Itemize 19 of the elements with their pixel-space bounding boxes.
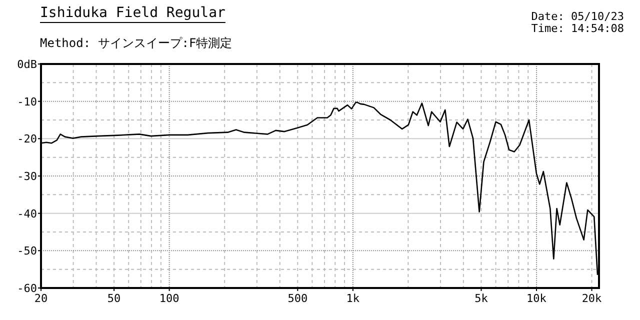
text: Method: サインスイープ:F特測定 [40,36,232,50]
y-tick-label: -20 [17,132,37,146]
x-tick-label: 50 [107,292,121,305]
y-tick-label: -10 [17,95,37,108]
y-tick-label: -50 [17,244,37,258]
x-tick-label: 1k [346,292,360,305]
text: Date: 05/10/23 [531,10,624,23]
x-tick-label: 500 [288,292,308,305]
x-tick-label: 10k [526,292,547,305]
y-tick-label: -60 [17,282,37,295]
x-tick-label: 5k [474,292,488,305]
y-tick-label: -30 [17,170,37,183]
x-tick-label: 20 [34,292,48,305]
text: Time: 14:54:08 [531,22,624,35]
y-tick-label: 0dB [17,58,38,71]
x-tick-label: 100 [159,292,180,305]
y-tick-label: -40 [17,207,37,220]
x-tick-label: 20k [582,292,602,305]
chart-title: Ishiduka Field Regular [40,5,226,21]
